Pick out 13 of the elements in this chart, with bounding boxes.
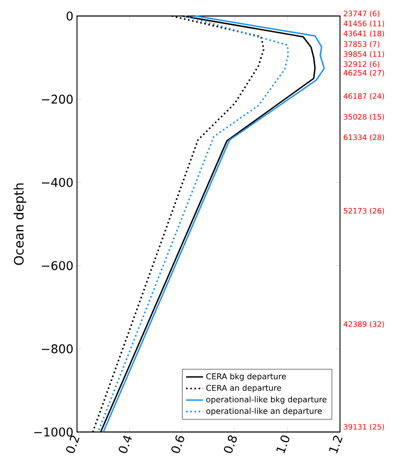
y-tick-label: −400 <box>42 178 73 187</box>
y-tick-label: −200 <box>42 94 73 104</box>
y-tick-label: −1000 <box>34 427 73 437</box>
y-tick-label: −600 <box>42 261 73 270</box>
y-tick-label: −800 <box>42 344 73 354</box>
x-tick-label: 1.0 <box>276 436 290 454</box>
x-tick-label: 1.2 <box>329 436 343 454</box>
y-axis-title: Ocean depth <box>14 183 26 265</box>
x-tick-label: 0.8 <box>224 435 237 453</box>
y-tick-label: 0 <box>66 11 73 21</box>
x-tick-label: 0.2 <box>66 436 80 453</box>
x-tick-label: 0.6 <box>171 435 184 453</box>
x-tick-label: 0.4 <box>118 436 132 453</box>
